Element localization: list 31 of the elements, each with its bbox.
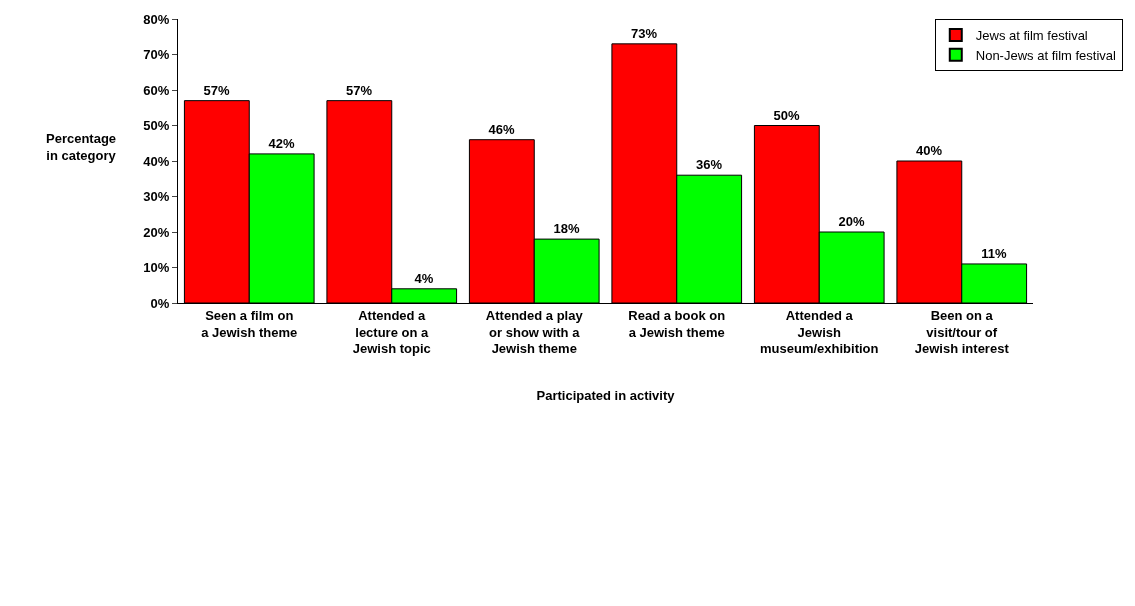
data-label: 18% — [553, 221, 580, 237]
y-tick-label: 10% — [143, 260, 170, 276]
x-tick-label: Attended a play or show with a Jewish theme — [485, 307, 584, 357]
data-label: 20% — [838, 214, 865, 229]
x-axis-title: Participated in activity — [536, 388, 676, 403]
data-label: 11% — [981, 245, 1008, 261]
data-label: 57% — [203, 82, 231, 98]
x-tick-label: Attended a Jewish museum/exhibition — [760, 307, 879, 357]
legend-label: Non-Jews at film festival — [975, 47, 1117, 63]
y-tick-label: 20% — [143, 224, 170, 240]
y-tick-label: 60% — [143, 82, 170, 98]
data-label: 40% — [916, 143, 943, 158]
data-label: 73% — [631, 25, 658, 41]
data-label: 57% — [346, 82, 373, 98]
y-tick-label: 40% — [143, 153, 170, 169]
data-label: 4% — [414, 270, 434, 286]
y-axis-title: Percentage in category — [46, 131, 117, 163]
x-tick-label: Attended a lecture on a Jewish topic — [352, 307, 431, 357]
x-tick-label: Been on a visit/tour of Jewish interest — [914, 307, 1010, 357]
y-tick-label: 30% — [143, 189, 170, 205]
data-label: 50% — [773, 107, 801, 123]
y-tick-label: 50% — [143, 118, 170, 134]
y-tick-label: 0% — [150, 295, 170, 311]
y-tick-label: 80% — [143, 11, 170, 27]
x-tick-label: Seen a film on a Jewish theme — [201, 307, 298, 340]
data-label: 36% — [695, 157, 723, 173]
legend-label: Jews at film festival — [975, 28, 1088, 44]
data-label: 46% — [488, 121, 516, 137]
x-tick-label: Read a book on a Jewish theme — [628, 307, 726, 340]
y-tick-label: 70% — [143, 47, 170, 63]
data-label: 42% — [268, 135, 295, 151]
